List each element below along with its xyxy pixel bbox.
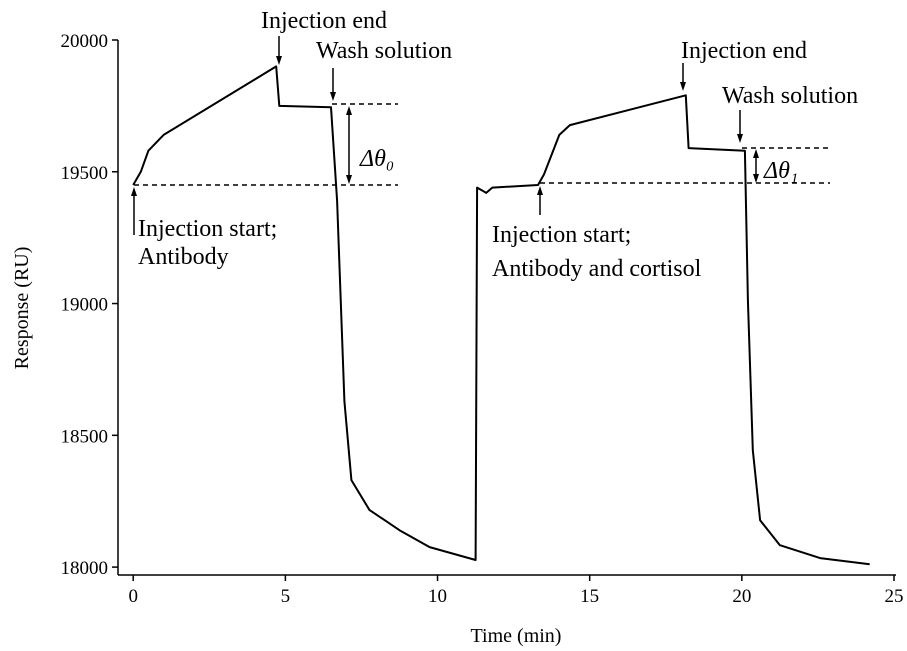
- annotation: Injection start;: [492, 222, 631, 248]
- response-line: [132, 65, 870, 566]
- arrowhead: [537, 186, 543, 195]
- annotation: Wash solution: [722, 83, 858, 109]
- arrowhead: [131, 187, 137, 196]
- y-axis-label: Response (RU): [11, 247, 33, 370]
- annotation: Wash solution: [316, 38, 452, 64]
- annotation: Injection end: [681, 38, 807, 64]
- x-tick-label: 10: [428, 586, 447, 607]
- arrowhead: [737, 134, 743, 143]
- y-tick-label: 19500: [61, 163, 109, 184]
- arrowhead: [753, 174, 759, 183]
- annotation: Injection end: [261, 8, 387, 34]
- arrowheads: [131, 56, 759, 196]
- y-tick-label: 19000: [61, 295, 109, 316]
- annotation: Δθ₁: [763, 158, 798, 184]
- y-tick-label: 18500: [61, 426, 109, 447]
- annotation: Antibody and cortisol: [492, 256, 702, 282]
- y-tick-label: 18000: [61, 558, 109, 579]
- annotation: Δθ₀: [359, 146, 394, 172]
- x-tick-label: 0: [128, 586, 138, 607]
- x-tick-label: 5: [281, 586, 291, 607]
- arrowhead: [680, 82, 686, 91]
- arrowhead: [346, 175, 352, 184]
- annotation-guides: [133, 36, 830, 235]
- x-tick-label: 20: [732, 586, 751, 607]
- y-tick-label: 20000: [61, 31, 109, 52]
- arrowhead: [276, 56, 282, 65]
- arrowhead: [753, 149, 759, 158]
- x-tick-label: 15: [580, 586, 599, 607]
- annotation: Injection start;: [138, 216, 277, 242]
- x-tick-label: 25: [885, 586, 904, 607]
- arrowhead: [346, 106, 352, 115]
- x-axis-label: Time (min): [471, 625, 562, 647]
- arrowhead: [330, 92, 336, 101]
- annotation: Antibody: [138, 244, 229, 270]
